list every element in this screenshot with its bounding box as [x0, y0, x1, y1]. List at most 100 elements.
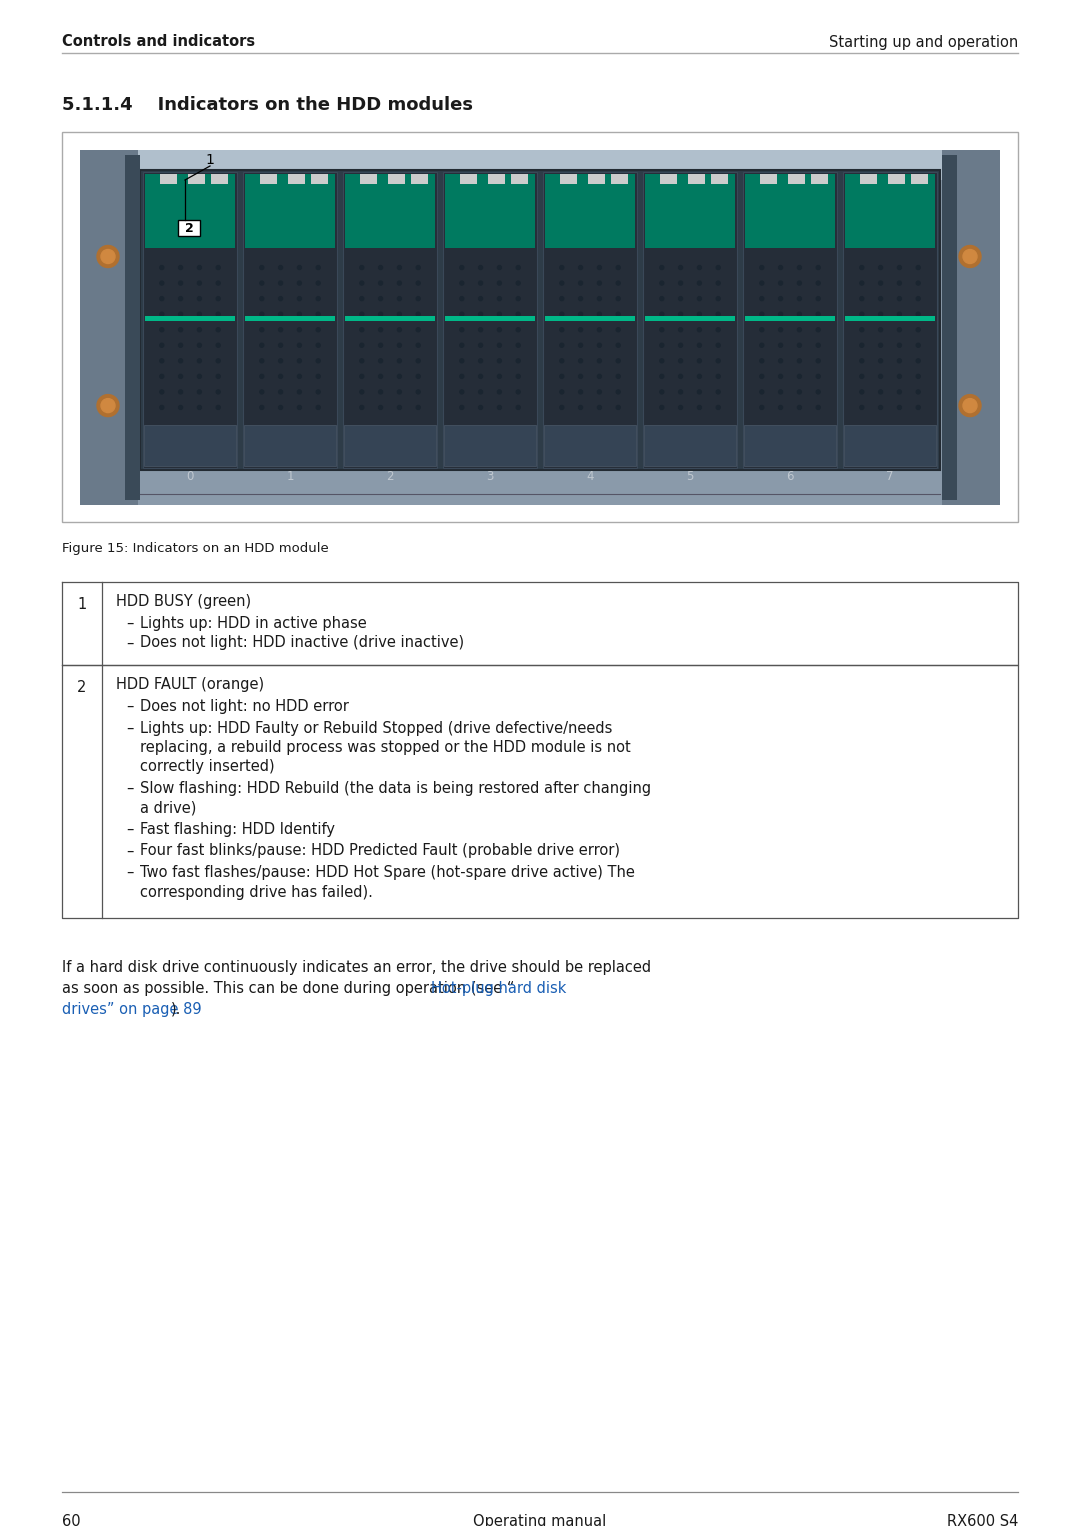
Bar: [543, 172, 637, 468]
Circle shape: [360, 296, 364, 301]
Circle shape: [760, 391, 764, 394]
Text: 5: 5: [686, 470, 693, 484]
Circle shape: [678, 328, 683, 331]
Circle shape: [916, 374, 920, 378]
Circle shape: [816, 281, 820, 285]
Circle shape: [198, 391, 201, 394]
Circle shape: [297, 266, 301, 270]
Circle shape: [279, 313, 283, 316]
Circle shape: [698, 359, 701, 363]
Circle shape: [516, 374, 521, 378]
Bar: [942, 156, 957, 501]
Circle shape: [102, 398, 114, 412]
Text: 7: 7: [887, 470, 894, 484]
Circle shape: [478, 281, 483, 285]
Text: 0: 0: [187, 470, 193, 484]
Circle shape: [779, 343, 783, 348]
Circle shape: [97, 395, 119, 417]
Text: Figure 15: Indicators on an HDD module: Figure 15: Indicators on an HDD module: [62, 542, 328, 555]
Circle shape: [460, 343, 463, 348]
Circle shape: [360, 343, 364, 348]
Circle shape: [797, 391, 801, 394]
Bar: [545, 316, 635, 320]
Circle shape: [198, 296, 201, 301]
Circle shape: [559, 313, 564, 316]
Circle shape: [698, 281, 701, 285]
Bar: [511, 174, 528, 185]
Text: 60: 60: [62, 1514, 81, 1526]
Circle shape: [498, 281, 501, 285]
Circle shape: [316, 359, 320, 363]
Circle shape: [698, 296, 701, 301]
Circle shape: [879, 343, 882, 348]
Circle shape: [816, 374, 820, 378]
Circle shape: [198, 374, 201, 378]
Circle shape: [360, 313, 364, 316]
Bar: [244, 426, 336, 465]
Circle shape: [178, 328, 183, 331]
Circle shape: [478, 328, 483, 331]
Circle shape: [779, 281, 783, 285]
Circle shape: [397, 374, 402, 378]
Circle shape: [297, 343, 301, 348]
Circle shape: [478, 343, 483, 348]
Text: –: –: [126, 617, 133, 630]
Circle shape: [797, 266, 801, 270]
Circle shape: [297, 313, 301, 316]
Text: –: –: [126, 699, 133, 714]
Circle shape: [559, 374, 564, 378]
Circle shape: [597, 343, 602, 348]
Circle shape: [279, 391, 283, 394]
Circle shape: [579, 313, 582, 316]
Circle shape: [498, 343, 501, 348]
Circle shape: [897, 359, 902, 363]
Circle shape: [678, 266, 683, 270]
Circle shape: [178, 281, 183, 285]
Circle shape: [698, 406, 701, 409]
Text: HDD BUSY (green): HDD BUSY (green): [116, 594, 252, 609]
Circle shape: [897, 343, 902, 348]
Circle shape: [760, 359, 764, 363]
Circle shape: [316, 374, 320, 378]
Circle shape: [416, 343, 420, 348]
Circle shape: [579, 359, 582, 363]
Circle shape: [160, 406, 164, 409]
Circle shape: [379, 313, 382, 316]
Circle shape: [297, 406, 301, 409]
Circle shape: [460, 374, 463, 378]
Circle shape: [416, 328, 420, 331]
Circle shape: [660, 266, 664, 270]
Circle shape: [478, 359, 483, 363]
Circle shape: [160, 266, 164, 270]
Text: 2: 2: [78, 681, 86, 694]
Text: a drive): a drive): [140, 801, 197, 815]
Circle shape: [178, 374, 183, 378]
Circle shape: [559, 296, 564, 301]
Circle shape: [879, 296, 882, 301]
Text: ).: ).: [171, 1003, 181, 1016]
Circle shape: [716, 343, 720, 348]
Bar: [80, 150, 138, 505]
Bar: [688, 174, 705, 185]
Circle shape: [160, 343, 164, 348]
Bar: [360, 174, 377, 185]
Circle shape: [797, 406, 801, 409]
Circle shape: [779, 266, 783, 270]
Circle shape: [279, 296, 283, 301]
Circle shape: [260, 313, 264, 316]
Circle shape: [678, 374, 683, 378]
Circle shape: [897, 266, 902, 270]
Bar: [243, 172, 337, 468]
Circle shape: [963, 398, 977, 412]
Circle shape: [498, 328, 501, 331]
Circle shape: [316, 266, 320, 270]
Circle shape: [559, 391, 564, 394]
Text: correctly inserted): correctly inserted): [140, 760, 274, 775]
Circle shape: [660, 328, 664, 331]
Circle shape: [816, 343, 820, 348]
Circle shape: [897, 328, 902, 331]
Circle shape: [297, 359, 301, 363]
Circle shape: [160, 281, 164, 285]
Circle shape: [698, 391, 701, 394]
Bar: [443, 172, 537, 468]
